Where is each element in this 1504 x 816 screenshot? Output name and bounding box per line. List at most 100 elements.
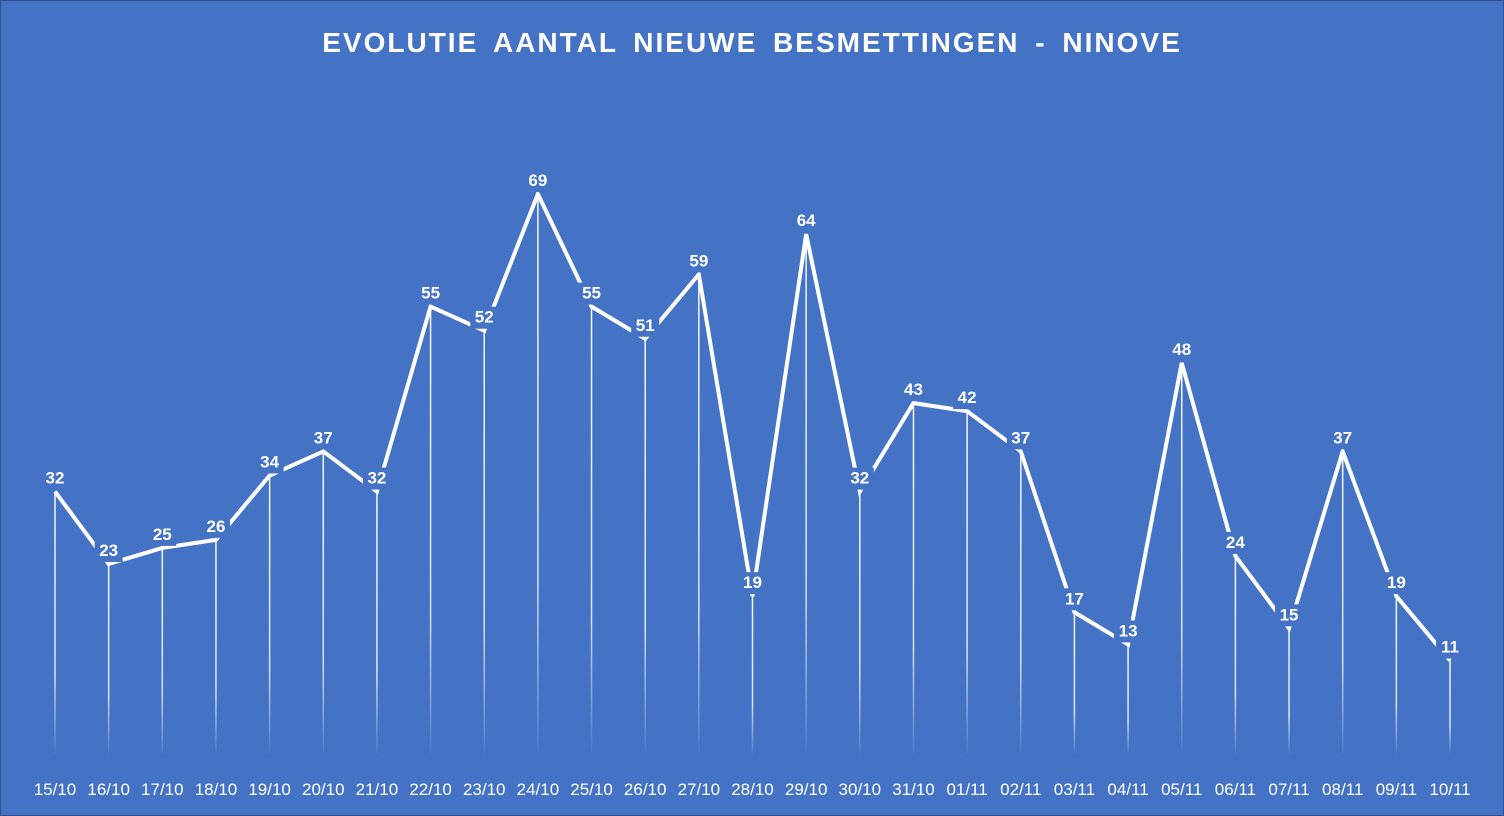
drop-line-02/11 xyxy=(1020,451,1022,753)
data-label-text: 13 xyxy=(1119,621,1138,640)
data-label-text: 25 xyxy=(153,525,172,544)
data-label-text: 17 xyxy=(1065,589,1084,608)
drop-line-16/10 xyxy=(107,563,110,753)
data-label-23/10: 52 xyxy=(470,306,499,329)
drop-line-04/11 xyxy=(1127,644,1129,753)
data-label-text: 55 xyxy=(582,284,601,303)
data-label-17/10: 25 xyxy=(148,523,177,546)
data-label-text: 32 xyxy=(46,469,65,488)
drop-line-24/10 xyxy=(537,193,539,754)
data-label-text: 26 xyxy=(207,517,226,536)
drop-line-27/10 xyxy=(698,274,700,753)
data-label-10/11: 11 xyxy=(1436,636,1464,659)
data-label-text: 51 xyxy=(636,316,655,335)
data-label-19/10: 34 xyxy=(255,451,284,474)
data-label-03/11: 17 xyxy=(1060,588,1089,611)
drop-lines xyxy=(54,193,1451,754)
x-tick-label-09/11: 09/11 xyxy=(1376,780,1417,799)
data-label-25/10: 55 xyxy=(577,282,606,305)
data-label-20/10: 37 xyxy=(309,427,338,450)
series-line xyxy=(53,188,1452,662)
data-label-text: 59 xyxy=(689,251,708,270)
data-label-06/11: 24 xyxy=(1221,531,1250,554)
drop-line-08/11 xyxy=(1341,451,1344,753)
data-label-28/10: 19 xyxy=(738,572,767,595)
data-label-02/11: 37 xyxy=(1006,427,1035,450)
x-tick-label-30/10: 30/10 xyxy=(839,780,882,799)
series-line-group xyxy=(53,188,1452,662)
x-tick-label-24/10: 24/10 xyxy=(517,780,560,799)
data-label-text: 11 xyxy=(1441,638,1459,657)
data-label-text: 24 xyxy=(1226,533,1245,552)
x-tick-label-02/11: 02/11 xyxy=(1000,780,1041,799)
data-label-26/10: 51 xyxy=(631,314,660,337)
drop-line-31/10 xyxy=(912,403,915,753)
data-label-text: 69 xyxy=(528,171,547,190)
data-label-18/10: 26 xyxy=(201,515,230,538)
data-label-31/10: 43 xyxy=(899,379,928,402)
data-label-04/11: 13 xyxy=(1114,620,1143,643)
data-label-30/10: 32 xyxy=(845,467,874,490)
data-label-text: 32 xyxy=(367,469,386,488)
drop-line-23/10 xyxy=(483,330,485,753)
x-tick-label-16/10: 16/10 xyxy=(87,780,130,799)
drop-line-29/10 xyxy=(805,234,807,753)
data-label-29/10: 64 xyxy=(792,210,821,233)
x-tick-label-08/11: 08/11 xyxy=(1322,780,1363,799)
drop-line-09/11 xyxy=(1395,596,1398,753)
x-tick-label-07/11: 07/11 xyxy=(1268,780,1309,799)
drop-line-10/11 xyxy=(1449,660,1451,753)
x-tick-label-10/11: 10/11 xyxy=(1429,780,1470,799)
x-tick-label-25/10: 25/10 xyxy=(570,780,613,799)
x-tick-label-22/10: 22/10 xyxy=(409,780,452,799)
drop-line-05/11 xyxy=(1180,362,1183,753)
drop-line-03/11 xyxy=(1073,612,1076,753)
data-label-08/11: 37 xyxy=(1328,427,1357,450)
data-label-text: 37 xyxy=(314,428,333,447)
x-tick-label-31/10: 31/10 xyxy=(892,780,935,799)
data-label-15/10: 32 xyxy=(41,467,69,490)
data-label-01/11: 42 xyxy=(953,387,982,410)
data-label-text: 15 xyxy=(1280,605,1299,624)
drop-line-20/10 xyxy=(322,451,325,753)
data-label-27/10: 59 xyxy=(684,250,713,273)
x-tick-label-04/11: 04/11 xyxy=(1107,780,1148,799)
drop-line-18/10 xyxy=(215,539,217,753)
x-tick-label-03/11: 03/11 xyxy=(1054,780,1095,799)
data-label-text: 34 xyxy=(260,453,279,472)
drop-line-25/10 xyxy=(590,306,593,753)
data-label-07/11: 15 xyxy=(1275,604,1304,627)
x-tick-label-21/10: 21/10 xyxy=(356,780,399,799)
data-label-text: 64 xyxy=(797,211,816,230)
x-tick-label-29/10: 29/10 xyxy=(785,780,828,799)
drop-line-15/10 xyxy=(54,491,56,753)
data-label-text: 19 xyxy=(1387,573,1406,592)
data-label-text: 32 xyxy=(850,469,869,488)
data-label-21/10: 32 xyxy=(362,467,391,490)
x-tick-label-23/10: 23/10 xyxy=(463,780,506,799)
data-label-24/10: 69 xyxy=(523,169,552,192)
data-labels: 32 23 25 26 34 37 32 55 52 69 55 51 59 19 64 32 43 42 37 17… xyxy=(41,169,1464,659)
data-label-05/11: 48 xyxy=(1167,338,1196,361)
x-tick-label-26/10: 26/10 xyxy=(624,780,667,799)
data-label-text: 37 xyxy=(1011,428,1030,447)
data-label-text: 23 xyxy=(99,541,118,560)
drop-line-21/10 xyxy=(376,491,378,753)
x-tick-label-17/10: 17/10 xyxy=(141,780,184,799)
chart-title: EVOLUTIE AANTAL NIEUWE BESMETTINGEN - NI… xyxy=(322,27,1182,58)
x-tick-label-19/10: 19/10 xyxy=(248,780,291,799)
drop-line-22/10 xyxy=(429,306,432,753)
drop-line-30/10 xyxy=(859,491,861,753)
drop-line-07/11 xyxy=(1288,628,1290,753)
data-label-22/10: 55 xyxy=(416,282,445,305)
data-label-text: 48 xyxy=(1172,340,1191,359)
drop-line-17/10 xyxy=(161,547,164,753)
drop-line-01/11 xyxy=(966,411,968,753)
drop-line-28/10 xyxy=(751,596,754,753)
data-label-16/10: 23 xyxy=(94,539,123,562)
drop-line-19/10 xyxy=(268,475,271,753)
x-tick-label-01/11: 01/11 xyxy=(946,780,987,799)
drop-line-06/11 xyxy=(1234,555,1237,753)
